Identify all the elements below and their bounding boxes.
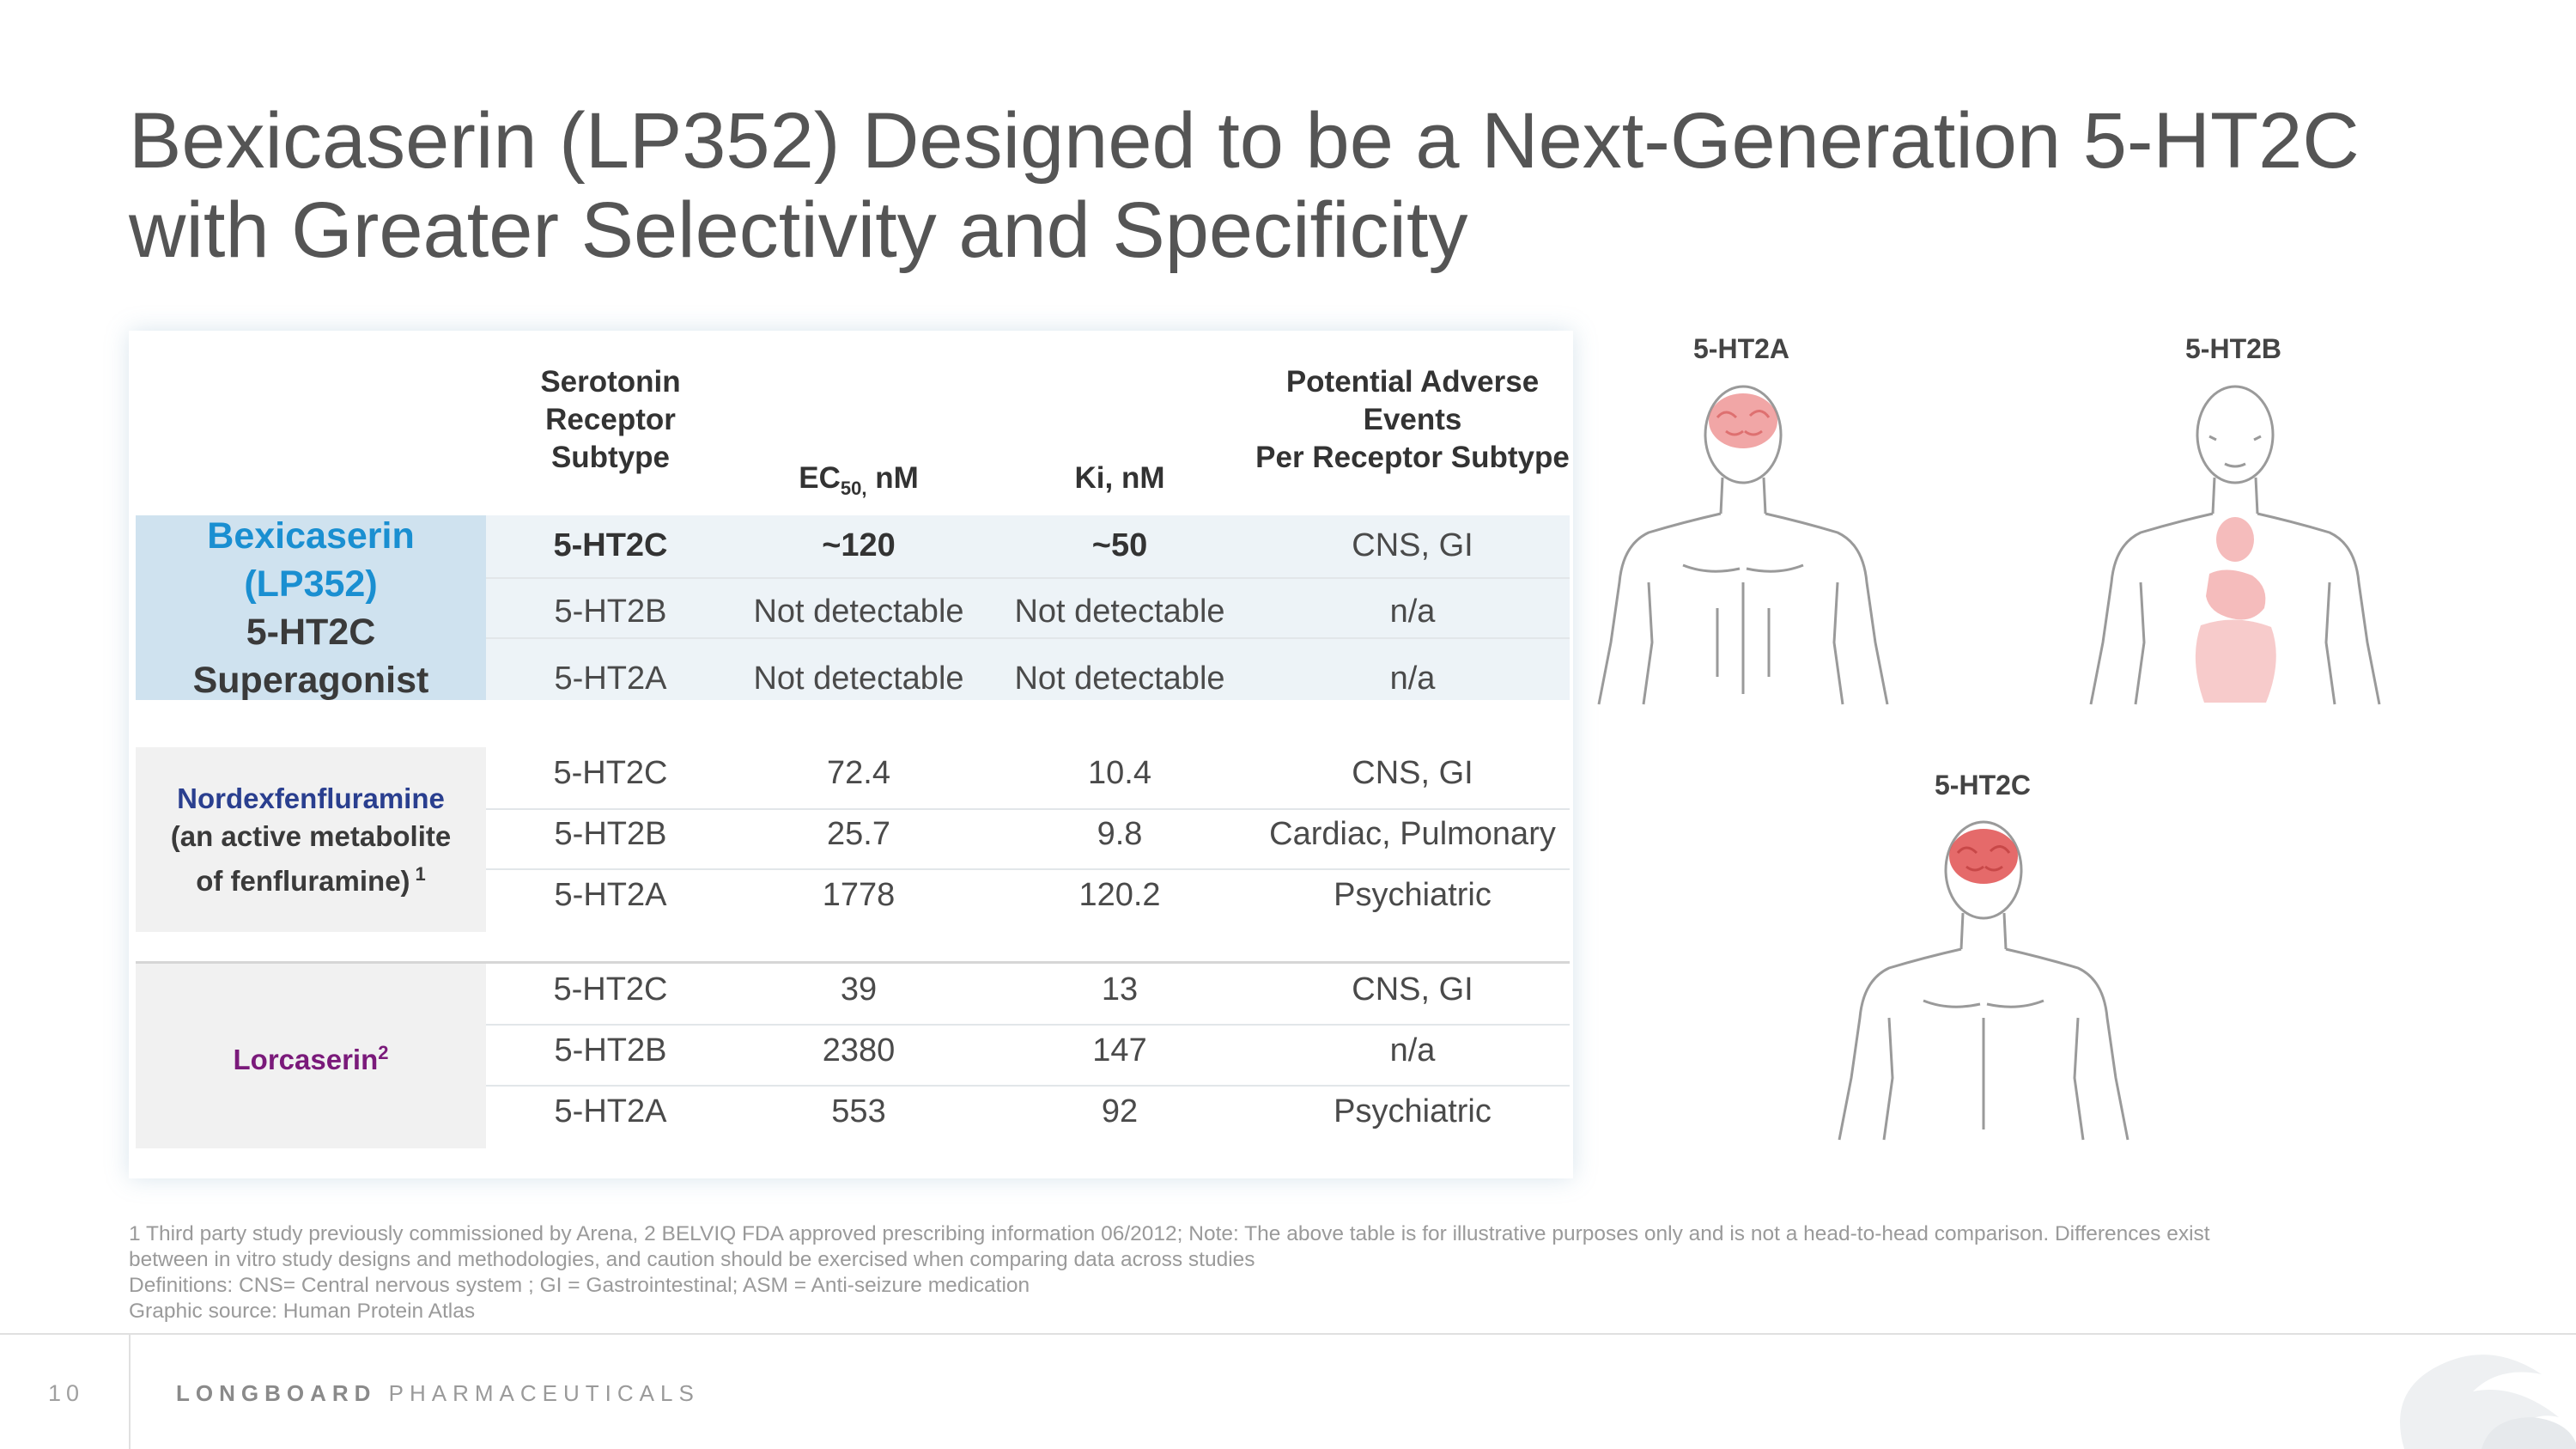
nordexfenfluramine-sub1: (an active metabolite xyxy=(170,819,452,852)
table-cell: 5-HT2B xyxy=(554,594,667,630)
bexicaserin-name: Bexicaserin (LP352) xyxy=(207,514,415,605)
table-cell: 5-HT2A xyxy=(554,877,667,913)
table-cell: 13 xyxy=(1101,971,1139,1008)
header-ec50-unit: nM xyxy=(866,461,919,495)
table-cell: Psychiatric xyxy=(1334,1093,1492,1129)
nordexfenfluramine-sub2-line: of fenfluramine) 1 xyxy=(196,855,426,900)
row-separator xyxy=(486,577,1570,579)
table-cell: 39 xyxy=(840,971,878,1008)
table-cell: CNS, GI xyxy=(1352,527,1473,563)
wave-logo-icon xyxy=(2400,1355,2576,1449)
table-cell: n/a xyxy=(1389,1032,1436,1068)
footnote-line-4: Graphic source: Human Protein Atlas xyxy=(129,1300,476,1323)
bexicaserin-label: Bexicaserin (LP352) 5-HT2C Superagonist xyxy=(136,514,486,701)
header-subtype-line-1: Serotonin xyxy=(540,365,681,399)
figure-label-5ht2a: 5-HT2A xyxy=(1693,333,1790,364)
table-cell: Not detectable xyxy=(1014,594,1225,630)
brand-bold: LONGBOARD xyxy=(176,1380,377,1406)
header-adverse-line-2: Events xyxy=(1363,403,1462,436)
header-subtype-line-2: Receptor xyxy=(545,403,676,436)
table-cell: ~50 xyxy=(1091,527,1148,563)
table-cell: 10.4 xyxy=(1088,755,1151,791)
table-cell: 5-HT2C xyxy=(553,755,668,791)
table-cell: CNS, GI xyxy=(1352,971,1473,1008)
figure-label-5ht2c: 5-HT2C xyxy=(1935,770,2032,801)
nordexfenfluramine-label: Nordexfenfluramine (an active metabolite… xyxy=(136,747,486,932)
brain-highlight-icon xyxy=(1709,393,1777,448)
table-cell: 120.2 xyxy=(1078,877,1161,913)
table-cell: n/a xyxy=(1389,661,1436,697)
lorcaserin-footnote-ref: 2 xyxy=(378,1041,389,1063)
bexicaserin-sub1: 5-HT2C xyxy=(246,611,376,653)
footer-vertical-divider xyxy=(129,1335,131,1449)
nordexfenfluramine-name: Nordexfenfluramine xyxy=(177,782,445,814)
table-cell: ~120 xyxy=(822,527,896,563)
table-cell: Not detectable xyxy=(753,594,964,630)
title-line-1: Bexicaserin (LP352) Designed to be a Nex… xyxy=(129,97,2360,185)
header-ec50-main: EC xyxy=(799,461,841,495)
header-ec50-subscript: 50, xyxy=(840,478,867,499)
row-separator xyxy=(486,1085,1570,1087)
lorcaserin-label: Lorcaserin2 xyxy=(136,964,486,1148)
footnote-line-1: 1 Third party study previously commissio… xyxy=(129,1222,2210,1245)
row-separator xyxy=(486,1024,1570,1026)
table-cell: 5-HT2A xyxy=(554,1093,667,1129)
table-cell: 72.4 xyxy=(827,755,890,791)
lorcaserin-name-line: Lorcaserin2 xyxy=(234,1034,389,1079)
page-number: 10 xyxy=(48,1380,85,1406)
table-cell: 5-HT2B xyxy=(554,816,667,852)
row-separator xyxy=(486,637,1570,639)
table-cell: 92 xyxy=(1101,1093,1139,1129)
header-subtype: Serotonin Receptor Subtype xyxy=(486,363,735,477)
group-separator xyxy=(136,961,1570,964)
header-adverse-line-1: Potential Adverse xyxy=(1285,365,1540,399)
body-figure-5ht2c xyxy=(1838,820,2129,1141)
footer-divider xyxy=(0,1333,2576,1335)
brand-rest: PHARMACEUTICALS xyxy=(376,1380,700,1406)
body-figure-5ht2a xyxy=(1597,385,1889,705)
table-cell: 25.7 xyxy=(827,816,890,852)
row-separator xyxy=(486,868,1570,870)
table-cell: 553 xyxy=(831,1093,886,1129)
table-cell: 5-HT2B xyxy=(554,1032,667,1068)
company-wordmark: LONGBOARD PHARMACEUTICALS xyxy=(176,1380,700,1407)
table-cell: CNS, GI xyxy=(1352,755,1473,791)
organ-highlight-icon xyxy=(2195,517,2276,703)
table-cell: Cardiac, Pulmonary xyxy=(1269,816,1556,852)
lorcaserin-name: Lorcaserin xyxy=(233,1043,379,1075)
table-cell: 5-HT2C xyxy=(553,527,668,563)
header-adverse: Potential Adverse Events Per Receptor Su… xyxy=(1254,363,1571,477)
comparison-table: Serotonin Receptor Subtype EC50, nM Ki, … xyxy=(129,331,1573,1178)
table-cell: 5-HT2C xyxy=(553,971,668,1008)
table-cell: Psychiatric xyxy=(1334,877,1492,913)
footnote-line-3: Definitions: CNS= Central nervous system… xyxy=(129,1274,1030,1297)
table-cell: 2380 xyxy=(822,1032,896,1068)
table-cell: Not detectable xyxy=(753,661,964,697)
bexicaserin-sub2: Superagonist xyxy=(192,659,429,701)
header-adverse-line-3: Per Receptor Subtype xyxy=(1255,441,1570,474)
brain-highlight-icon xyxy=(1949,829,2018,884)
header-ec50: EC50, nM xyxy=(730,460,987,508)
table-cell: Not detectable xyxy=(1014,661,1225,697)
figure-label-5ht2b: 5-HT2B xyxy=(2185,333,2282,364)
table-cell: n/a xyxy=(1389,594,1436,630)
table-cell: 9.8 xyxy=(1097,816,1143,852)
title-line-2: with Greater Selectivity and Specificity xyxy=(129,186,1468,274)
footnote-line-2: between in vitro study designs and metho… xyxy=(129,1248,1255,1271)
table-cell: 1778 xyxy=(822,877,896,913)
row-separator xyxy=(486,808,1570,810)
header-ki: Ki, nM xyxy=(1074,461,1165,495)
table-cell: 147 xyxy=(1092,1032,1147,1068)
table-cell: 5-HT2A xyxy=(554,661,667,697)
bexi-rows-bg xyxy=(486,515,1570,700)
header-subtype-line-3: Subtype xyxy=(550,441,671,474)
body-figure-5ht2b xyxy=(2089,385,2381,705)
footnotes: 1 Third party study previously commissio… xyxy=(129,1221,2464,1324)
nordexfenfluramine-sub2: of fenfluramine) xyxy=(196,864,410,897)
nordexfenfluramine-footnote-ref: 1 xyxy=(415,862,426,885)
slide-title: Bexicaserin (LP352) Designed to be a Nex… xyxy=(129,96,2490,275)
